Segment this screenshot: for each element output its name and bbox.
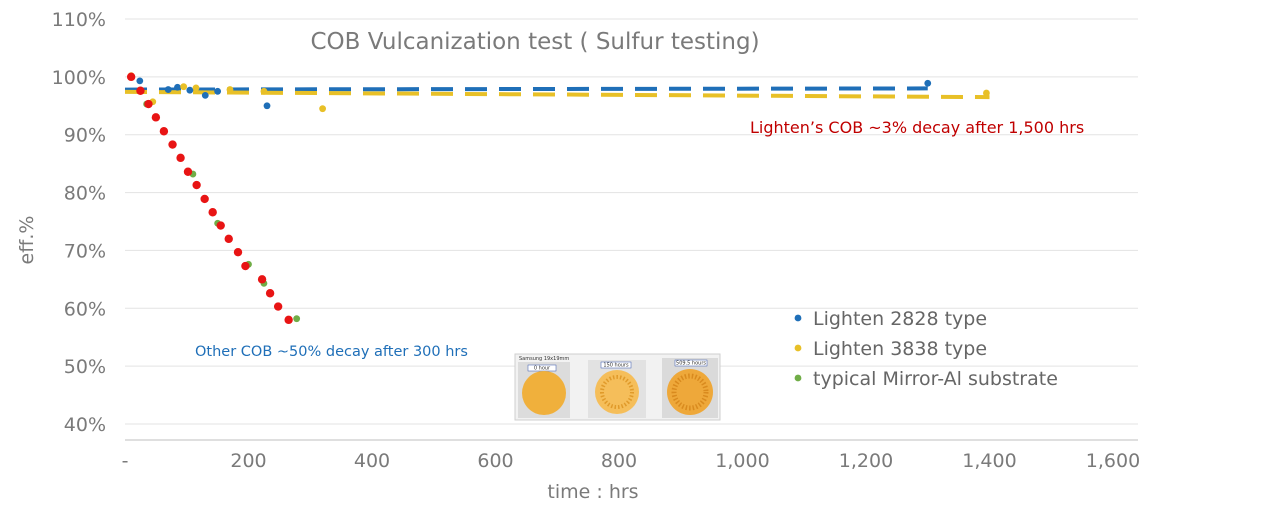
data-point-s3-4 — [159, 127, 169, 136]
data-point-s1-3 — [192, 84, 200, 92]
x-tick-label: 800 — [601, 450, 637, 472]
data-point-s3-12 — [224, 234, 233, 244]
x-tick-label: 1,400 — [962, 450, 1016, 472]
sample-label-box-2 — [674, 359, 708, 367]
data-point-s1-6 — [319, 105, 326, 113]
data-point-s1-4 — [226, 86, 234, 93]
legend-marker-1 — [794, 344, 802, 352]
data-point-s1-7 — [983, 89, 990, 97]
data-point-s3-3 — [151, 113, 161, 122]
data-point-s3-14 — [241, 261, 250, 271]
y-tick-label: 60% — [64, 298, 106, 320]
sample-label-0: 0 hour — [534, 366, 551, 372]
legend-marker-0 — [794, 314, 802, 322]
sample-label-2: 509.5 hours — [676, 361, 706, 367]
gridlines — [125, 18, 1138, 425]
sample-photo-inset: Samsung 19x19mm 0 hour 150 hours 509.5 h… — [514, 353, 721, 421]
chart-title: COB Vulcanization test ( Sulfur testing) — [310, 29, 759, 55]
legend-label-1: Lighten 3838 type — [813, 338, 987, 360]
y-tick-label: 50% — [64, 356, 106, 378]
sample-label-box-1 — [600, 361, 632, 369]
data-point-s3-1 — [136, 86, 145, 95]
data-point-s3-0 — [126, 72, 136, 82]
y-axis-title: eff.% — [16, 216, 38, 265]
data-point-s2-6 — [293, 315, 301, 323]
y-tick-label: 100% — [52, 67, 106, 89]
data-point-s3-11 — [216, 221, 225, 230]
cob-sample-0 — [522, 371, 566, 415]
cob-sample-1-dots — [600, 375, 634, 409]
trendline-1 — [124, 89, 990, 100]
x-tick-label: - — [122, 450, 129, 472]
data-point-s3-2 — [144, 99, 153, 109]
data-point-s3-5 — [168, 140, 177, 149]
legend-label-0: Lighten 2828 type — [813, 308, 987, 330]
annotation-lighten-decay: Lighten’s COB ~3% decay after 1,500 hrs — [750, 118, 1084, 137]
data-point-s3-9 — [200, 194, 209, 204]
legend: Lighten 2828 type Lighten 3838 type typica… — [794, 308, 1058, 390]
x-tick-label: 600 — [477, 450, 513, 472]
data-point-s0-6 — [214, 87, 222, 95]
legend-marker-2 — [794, 374, 802, 382]
data-point-s1-2 — [180, 83, 188, 91]
x-axis-title: time : hrs — [547, 481, 638, 503]
y-tick-label: 80% — [64, 183, 106, 205]
trendlines — [124, 86, 990, 100]
data-point-s3-17 — [273, 302, 283, 311]
data-point-s0-7 — [263, 102, 271, 110]
x-tick-label: 1,200 — [839, 450, 893, 472]
trendline-0 — [124, 86, 928, 92]
y-tick-label: 70% — [64, 240, 106, 262]
x-tick-label: 400 — [354, 450, 390, 472]
sample-label-1: 150 hours — [603, 363, 629, 369]
data-point-s0-1 — [136, 77, 144, 85]
x-axis-ticks: - 200 400 600 800 1,000 1,200 1,400 1,600 — [122, 450, 1141, 472]
y-axis-ticks: 40% 50% 60% 70% 80% 90% 100% 110% — [52, 9, 106, 436]
data-point-s0-3 — [174, 83, 181, 91]
data-point-s0-8 — [924, 79, 932, 87]
data-point-s3-13 — [233, 247, 243, 257]
data-point-s3-15 — [257, 275, 267, 284]
data-point-s0-2 — [164, 86, 172, 93]
inset-header: Samsung 19x19mm — [519, 356, 569, 362]
x-tick-label: 200 — [230, 450, 266, 472]
x-tick-label: 1,000 — [715, 450, 769, 472]
cob-sample-2-dots — [671, 373, 709, 411]
data-point-s3-8 — [192, 180, 201, 190]
data-point-s0-4 — [186, 86, 194, 94]
data-point-s1-5 — [260, 87, 268, 95]
annotation-other-decay: Other COB ~50% decay after 300 hrs — [195, 344, 468, 360]
y-tick-label: 110% — [52, 9, 106, 31]
sample-label-box-0 — [527, 364, 557, 372]
cob-sample-2 — [667, 369, 713, 415]
data-point-s3-18 — [284, 315, 293, 325]
legend-label-2: typical Mirror-Al substrate — [813, 368, 1058, 390]
data-point-s0-5 — [201, 91, 209, 99]
data-point-s3-6 — [176, 153, 185, 163]
y-tick-label: 90% — [64, 125, 106, 147]
data-points — [126, 72, 990, 325]
data-point-s3-16 — [265, 289, 275, 298]
y-tick-label: 40% — [64, 414, 106, 436]
data-point-s3-7 — [183, 167, 193, 176]
x-tick-label: 1,600 — [1086, 450, 1140, 472]
data-point-s3-10 — [208, 208, 217, 217]
